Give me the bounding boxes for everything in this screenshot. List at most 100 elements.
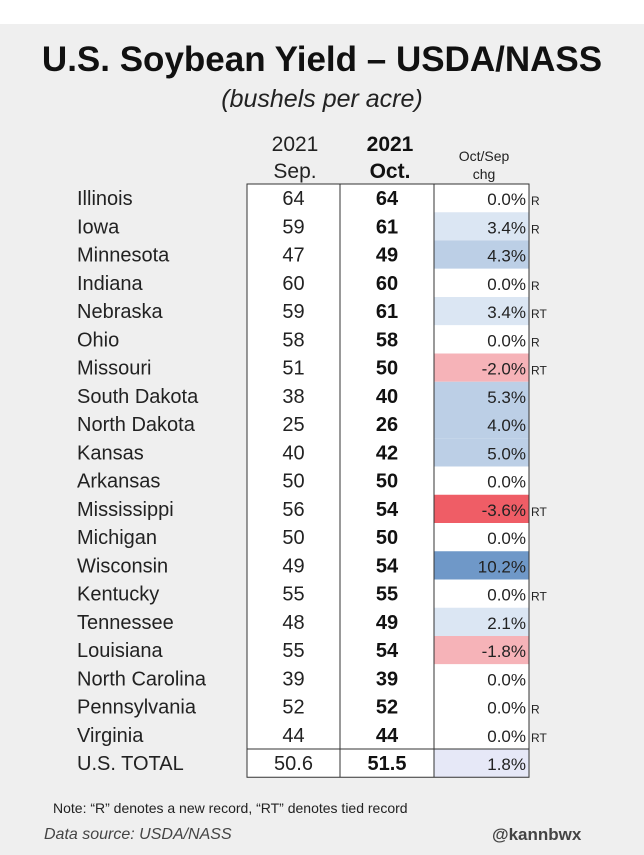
chg-value-tennessee: 2.1%: [487, 614, 526, 633]
sep-value-nebraska: 59: [282, 301, 304, 323]
chg-value-pennsylvania: 0.0%: [487, 699, 526, 718]
oct-value-virginia: 44: [376, 725, 399, 747]
row-label-pennsylvania: Pennsylvania: [77, 697, 197, 719]
sep-value-iowa: 59: [282, 216, 304, 238]
chg-cell-indiana: [434, 268, 529, 297]
sep-value-arkansas: 50: [282, 471, 304, 493]
chg-cell-north-dakota: [434, 410, 529, 439]
row-label-u-s-total: U.S. TOTAL: [77, 753, 184, 775]
chg-cell-kansas: [434, 438, 529, 467]
chg-value-iowa: 3.4%: [487, 218, 526, 237]
record-flag-missouri: RT: [531, 364, 547, 378]
row-label-iowa: Iowa: [77, 216, 120, 238]
chg-value-south-dakota: 5.3%: [487, 388, 526, 407]
sep-value-tennessee: 48: [282, 612, 304, 634]
col-header-chg: Oct/Sep chg: [441, 147, 527, 183]
record-flag-virginia: RT: [531, 731, 547, 745]
record-flag-kentucky: RT: [531, 590, 547, 604]
chg-value-kentucky: 0.0%: [487, 586, 526, 605]
author-handle: @kannbwx: [492, 825, 582, 844]
sep-value-kentucky: 55: [282, 584, 304, 606]
col-header-sep-year: 2021: [271, 133, 319, 156]
oct-value-u-s-total: 51.5: [368, 753, 407, 775]
record-flag-indiana: R: [531, 279, 540, 293]
oct-value-iowa: 61: [376, 216, 398, 238]
row-label-north-carolina: North Carolina: [77, 668, 207, 690]
sep-value-illinois: 64: [282, 188, 304, 210]
record-flag-illinois: R: [531, 194, 540, 208]
chg-value-virginia: 0.0%: [487, 727, 526, 746]
oct-value-tennessee: 49: [376, 612, 398, 634]
row-label-indiana: Indiana: [77, 273, 143, 295]
oct-value-louisiana: 54: [376, 640, 399, 662]
data-source: Data source: USDA/NASS: [44, 826, 232, 843]
chg-cell-nebraska: [434, 297, 529, 326]
sep-value-virginia: 44: [282, 725, 304, 747]
oct-value-missouri: 50: [376, 358, 398, 380]
row-label-north-dakota: North Dakota: [77, 414, 196, 436]
oct-value-pennsylvania: 52: [376, 697, 398, 719]
chg-value-u-s-total: 1.8%: [487, 755, 526, 774]
col-header-oct-month: Oct.: [369, 160, 411, 183]
row-label-arkansas: Arkansas: [77, 471, 160, 493]
chg-value-arkansas: 0.0%: [487, 473, 526, 492]
row-label-mississippi: Mississippi: [77, 499, 174, 521]
chg-value-louisiana: -1.8%: [482, 642, 526, 661]
chart-subtitle: (bushels per acre): [221, 85, 423, 113]
sep-value-missouri: 51: [282, 358, 304, 380]
record-flag-mississippi: RT: [531, 505, 547, 519]
row-label-ohio: Ohio: [77, 329, 119, 351]
chg-cell-kentucky: [434, 579, 529, 608]
chart-title: U.S. Soybean Yield – USDA/NASS: [41, 40, 603, 79]
sep-value-north-dakota: 25: [282, 414, 304, 436]
chg-value-illinois: 0.0%: [487, 190, 526, 209]
col-header-sep: 2021 Sep.: [252, 131, 338, 185]
sep-value-wisconsin: 49: [282, 555, 304, 577]
chg-cell-louisiana: [434, 636, 529, 665]
chg-cell-pennsylvania: [434, 692, 529, 721]
chg-value-indiana: 0.0%: [487, 275, 526, 294]
sep-value-kansas: 40: [282, 442, 304, 464]
chg-cell-ohio: [434, 325, 529, 354]
row-label-louisiana: Louisiana: [77, 640, 164, 662]
sep-value-mississippi: 56: [282, 499, 304, 521]
chg-cell-wisconsin: [434, 551, 529, 580]
row-label-tennessee: Tennessee: [77, 612, 174, 634]
row-label-kansas: Kansas: [77, 442, 144, 464]
oct-value-wisconsin: 54: [376, 555, 399, 577]
top-band: [0, 0, 644, 24]
sep-value-louisiana: 55: [282, 640, 304, 662]
chg-value-kansas: 5.0%: [487, 444, 526, 463]
chg-value-minnesota: 4.3%: [487, 247, 526, 266]
sep-value-indiana: 60: [282, 273, 304, 295]
chg-cell-iowa: [434, 212, 529, 241]
oct-value-michigan: 50: [376, 527, 398, 549]
chg-cell-virginia: [434, 720, 529, 749]
oct-value-mississippi: 54: [376, 499, 399, 521]
row-label-nebraska: Nebraska: [77, 301, 163, 323]
col-header-oct: 2021 Oct.: [346, 131, 434, 185]
chg-cell-arkansas: [434, 466, 529, 495]
sep-value-ohio: 58: [282, 329, 304, 351]
chg-value-north-carolina: 0.0%: [487, 670, 526, 689]
oct-value-illinois: 64: [376, 188, 399, 210]
chg-value-north-dakota: 4.0%: [487, 416, 526, 435]
sep-value-north-carolina: 39: [282, 668, 304, 690]
oct-value-kentucky: 55: [376, 584, 398, 606]
col-header-chg-line1: Oct/Sep: [458, 148, 510, 164]
sep-value-pennsylvania: 52: [282, 697, 304, 719]
sep-value-michigan: 50: [282, 527, 304, 549]
col-header-chg-line2: chg: [472, 166, 496, 182]
row-label-illinois: Illinois: [77, 188, 133, 210]
record-flag-iowa: R: [531, 222, 540, 236]
chg-value-missouri: -2.0%: [482, 360, 526, 379]
row-label-michigan: Michigan: [77, 527, 157, 549]
oct-value-minnesota: 49: [376, 245, 398, 267]
chg-cell-north-carolina: [434, 664, 529, 693]
row-label-south-dakota: South Dakota: [77, 386, 199, 408]
table-border: [246, 183, 530, 778]
row-label-virginia: Virginia: [77, 725, 144, 747]
chg-cell-missouri: [434, 353, 529, 382]
chg-value-wisconsin: 10.2%: [478, 557, 526, 576]
oct-value-nebraska: 61: [376, 301, 398, 323]
